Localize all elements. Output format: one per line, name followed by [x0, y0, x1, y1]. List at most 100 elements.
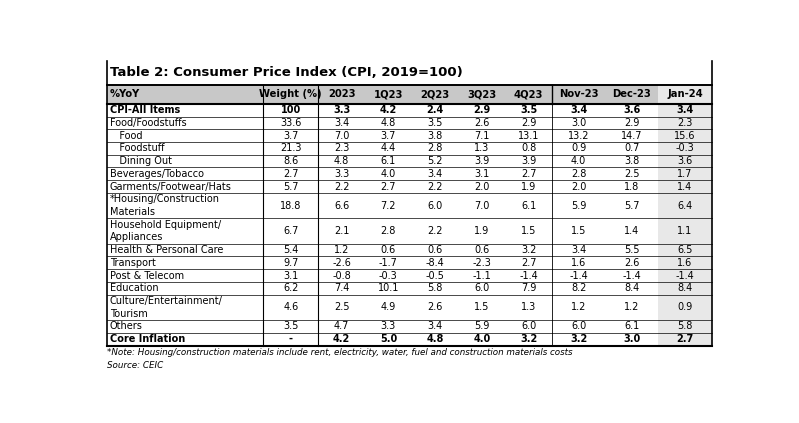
Text: 3.4: 3.4: [427, 169, 443, 179]
Bar: [658, 85, 712, 104]
Text: 2.7: 2.7: [283, 169, 299, 179]
Text: *Note: Housing/construction materials include rent, electricity, water, fuel and: *Note: Housing/construction materials in…: [107, 348, 573, 357]
Text: 1.6: 1.6: [571, 258, 586, 268]
Text: 5.7: 5.7: [624, 201, 639, 211]
Text: 3.4: 3.4: [334, 118, 349, 128]
Text: Culture/Entertainment/: Culture/Entertainment/: [109, 296, 223, 306]
Text: %YoY: %YoY: [109, 89, 140, 99]
Text: 3.8: 3.8: [624, 156, 639, 166]
Text: Table 2: Consumer Price Index (CPI, 2019=100): Table 2: Consumer Price Index (CPI, 2019…: [109, 66, 463, 79]
Text: 4.2: 4.2: [380, 105, 397, 115]
Text: 2.7: 2.7: [677, 334, 694, 344]
Text: 1.9: 1.9: [475, 226, 490, 236]
Text: 14.7: 14.7: [621, 131, 642, 141]
Text: 1.1: 1.1: [678, 226, 693, 236]
Text: 21.3: 21.3: [280, 143, 301, 154]
Text: Weight (%): Weight (%): [260, 89, 322, 99]
Text: -0.8: -0.8: [332, 271, 351, 280]
Text: 2.6: 2.6: [624, 258, 639, 268]
Text: 1.7: 1.7: [678, 169, 693, 179]
Bar: [658, 295, 712, 320]
Text: Foodstuff: Foodstuff: [109, 143, 165, 154]
Bar: [658, 193, 712, 218]
Text: -1.1: -1.1: [472, 271, 491, 280]
Text: 3.0: 3.0: [571, 118, 586, 128]
Text: Dining Out: Dining Out: [109, 156, 172, 166]
Text: Appliances: Appliances: [109, 232, 163, 242]
Text: 1Q23: 1Q23: [374, 89, 403, 99]
Text: 4.8: 4.8: [334, 156, 349, 166]
Text: 18.8: 18.8: [280, 201, 301, 211]
Text: 4.2: 4.2: [333, 334, 350, 344]
Text: 3.5: 3.5: [427, 118, 443, 128]
Text: 0.6: 0.6: [427, 245, 443, 255]
Text: 1.2: 1.2: [334, 245, 349, 255]
Text: 3.3: 3.3: [333, 105, 350, 115]
Text: 5.4: 5.4: [283, 245, 298, 255]
Text: 3.3: 3.3: [334, 169, 349, 179]
Text: 2.1: 2.1: [334, 226, 349, 236]
Text: 3.7: 3.7: [380, 131, 396, 141]
Text: 2.3: 2.3: [678, 118, 693, 128]
Text: 0.6: 0.6: [381, 245, 396, 255]
Text: 3.3: 3.3: [381, 321, 396, 332]
Bar: [658, 155, 712, 168]
Text: 100: 100: [280, 105, 300, 115]
Text: 3.4: 3.4: [427, 321, 443, 332]
Text: 7.4: 7.4: [334, 283, 349, 293]
Text: 0.7: 0.7: [624, 143, 639, 154]
Text: 2.4: 2.4: [427, 105, 443, 115]
Text: Health & Personal Care: Health & Personal Care: [109, 245, 223, 255]
Text: 4.0: 4.0: [381, 169, 396, 179]
Text: Education: Education: [109, 283, 158, 293]
Text: Tourism: Tourism: [109, 309, 148, 319]
Text: 1.8: 1.8: [624, 181, 639, 192]
Text: *Housing/Construction: *Housing/Construction: [109, 194, 220, 204]
Text: 15.6: 15.6: [674, 131, 696, 141]
Text: 0.9: 0.9: [571, 143, 586, 154]
Text: 3.1: 3.1: [475, 169, 490, 179]
Text: Transport: Transport: [109, 258, 156, 268]
Text: 4.6: 4.6: [283, 302, 298, 312]
Text: 0.6: 0.6: [475, 245, 490, 255]
Text: 6.7: 6.7: [283, 226, 298, 236]
Text: 1.5: 1.5: [571, 226, 586, 236]
Text: 0.9: 0.9: [678, 302, 693, 312]
Text: -0.5: -0.5: [426, 271, 444, 280]
Text: 6.4: 6.4: [678, 201, 693, 211]
Text: Post & Telecom: Post & Telecom: [109, 271, 184, 280]
Text: 3.7: 3.7: [283, 131, 298, 141]
Bar: [658, 168, 712, 180]
Text: -1.4: -1.4: [622, 271, 642, 280]
Bar: [658, 269, 712, 282]
Text: 3.6: 3.6: [678, 156, 693, 166]
Text: Food/Foodstuffs: Food/Foodstuffs: [109, 118, 186, 128]
Text: -8.4: -8.4: [426, 258, 444, 268]
Text: 3.5: 3.5: [283, 321, 298, 332]
Text: 1.4: 1.4: [624, 226, 639, 236]
Text: 2.0: 2.0: [571, 181, 586, 192]
Text: 2.2: 2.2: [334, 181, 349, 192]
Text: Dec-23: Dec-23: [613, 89, 651, 99]
Text: Jan-24: Jan-24: [667, 89, 703, 99]
Text: Core Inflation: Core Inflation: [109, 334, 185, 344]
Text: 3.5: 3.5: [520, 105, 537, 115]
Text: 7.0: 7.0: [474, 201, 490, 211]
Text: 5.9: 5.9: [571, 201, 586, 211]
Text: Household Equipment/: Household Equipment/: [109, 220, 221, 230]
Text: 3.6: 3.6: [623, 105, 641, 115]
Text: 7.9: 7.9: [521, 283, 536, 293]
Text: 5.0: 5.0: [380, 334, 397, 344]
Text: 2023: 2023: [328, 89, 356, 99]
Text: 4.7: 4.7: [334, 321, 349, 332]
Text: Others: Others: [109, 321, 143, 332]
Text: 2.9: 2.9: [473, 105, 491, 115]
Text: Food: Food: [109, 131, 142, 141]
Text: 2.7: 2.7: [521, 169, 536, 179]
Text: 3.1: 3.1: [283, 271, 298, 280]
Text: 3.9: 3.9: [475, 156, 490, 166]
Bar: [658, 256, 712, 269]
Text: 8.4: 8.4: [678, 283, 693, 293]
Text: CPI-All Items: CPI-All Items: [109, 105, 180, 115]
Text: -1.7: -1.7: [379, 258, 398, 268]
